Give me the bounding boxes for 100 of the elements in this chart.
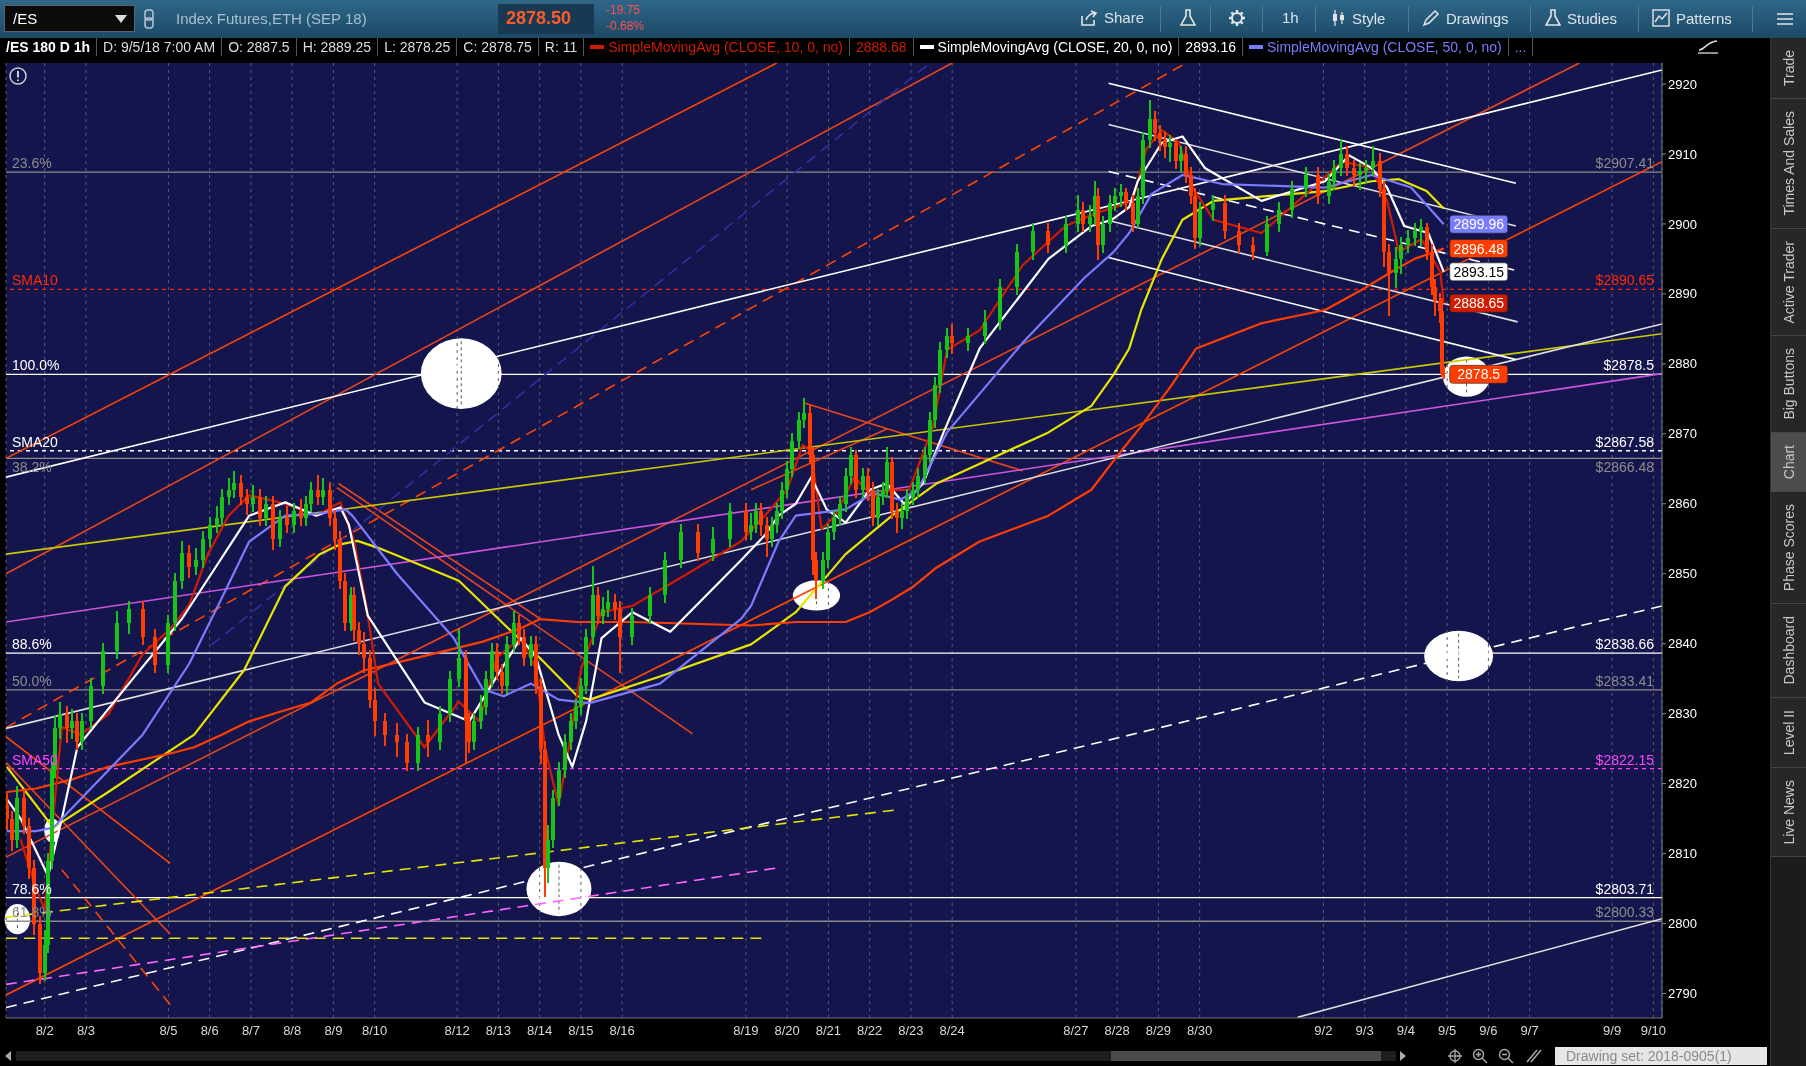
annotation: 100.0% (12, 357, 60, 374)
text: 2878.50 (506, 8, 572, 29)
data-label: 2896.48 (1453, 240, 1505, 257)
data-label: 2893.15 (1453, 263, 1505, 280)
text: O: 2887.5 (222, 38, 297, 56)
text: /ES 180 D 1h (0, 38, 98, 56)
y-tick-label: 2910 (1668, 146, 1697, 162)
x-tick-label: 8/13 (485, 1023, 512, 1039)
text: 2878.5 (1457, 366, 1501, 383)
text: Patterns (1676, 9, 1732, 27)
text: Drawing set: 2018-0905(1) (1566, 1048, 1732, 1064)
x-tick-label: 9/4 (1396, 1023, 1415, 1039)
text: Trade (1781, 50, 1797, 87)
text: -0.68% (606, 19, 645, 33)
text: H: 2889.25 (296, 38, 379, 56)
text: Level II (1781, 709, 1797, 755)
text: L: 2878.25 (378, 38, 458, 56)
legend-label: SimpleMovingAvg (CLOSE, 20, 0, no) (937, 38, 1173, 56)
text: Dashboard (1781, 616, 1797, 685)
text: 2893.16 (1179, 38, 1243, 56)
text: Times And Sales (1781, 111, 1797, 216)
y-tick-label: 2920 (1668, 76, 1697, 92)
x-tick-label: 8/16 (609, 1023, 635, 1039)
ref-line-label: $2800.33 (1595, 904, 1655, 921)
text: -19.75 (606, 3, 641, 17)
annotation: 88.6% (12, 636, 52, 653)
x-tick-label: 8/14 (527, 1023, 553, 1039)
x-tick-label: 8/19 (733, 1023, 759, 1039)
x-tick-label: 8/28 (1104, 1023, 1130, 1039)
x-tick-label: 8/9 (324, 1023, 343, 1039)
x-tick-label: 8/12 (444, 1023, 470, 1039)
text: Drawings (1446, 9, 1509, 27)
legend-label: SimpleMovingAvg (CLOSE, 50, 0, no) (1266, 38, 1502, 56)
text: C: 2878.75 (457, 38, 539, 56)
x-tick-label: 8/15 (568, 1023, 594, 1039)
y-tick-label: 2890 (1668, 286, 1697, 302)
y-tick-label: 2870 (1668, 426, 1697, 442)
y-tick-label: 2900 (1668, 216, 1697, 232)
x-tick-label: 9/3 (1355, 1023, 1374, 1039)
annotation: SMA10 (12, 272, 59, 289)
text: Big Buttons (1781, 348, 1797, 420)
y-tick-label: 2840 (1668, 636, 1697, 652)
y-tick-label: 2820 (1668, 776, 1697, 792)
ref-line-label: $2838.66 (1595, 636, 1655, 653)
text: D: 9/5/18 7:00 AM (97, 38, 223, 56)
x-tick-label: 8/7 (241, 1023, 260, 1039)
x-tick-label: 8/8 (283, 1023, 302, 1039)
x-tick-label: 9/6 (1479, 1023, 1498, 1039)
x-tick-label: 8/5 (159, 1023, 178, 1039)
x-tick-label: 9/5 (1438, 1023, 1457, 1039)
ref-line-label: $2907.41 (1595, 155, 1655, 172)
x-tick-label: 8/10 (362, 1023, 388, 1039)
text: Active Trader (1781, 240, 1797, 324)
text: /ES (13, 10, 38, 27)
text: Studies (1567, 9, 1618, 27)
text: 1h (1282, 9, 1299, 26)
annotation: 50.0% (12, 672, 52, 689)
data-label: 2888.65 (1453, 295, 1505, 312)
y-tick-label: 2880 (1668, 356, 1697, 372)
ref-line-label: $2878.5 (1603, 357, 1655, 374)
chart-title: Index Futures,ETH (SEP 18) (176, 10, 367, 27)
text: R: 11 (538, 38, 585, 56)
x-tick-label: 8/2 (35, 1023, 54, 1039)
ref-line-label: $2822.15 (1595, 751, 1655, 768)
ref-line-label: $2867.58 (1595, 433, 1655, 450)
x-tick-label: 8/3 (76, 1023, 95, 1039)
x-tick-label: 8/22 (857, 1023, 883, 1039)
x-tick-label: 8/20 (774, 1023, 800, 1039)
annotation: 23.6% (12, 155, 52, 172)
legend-label: SimpleMovingAvg (CLOSE, 10, 0, no) (608, 38, 843, 56)
x-tick-label: 8/27 (1063, 1023, 1089, 1039)
text: Chart (1781, 444, 1797, 479)
y-tick-label: 2800 (1668, 916, 1697, 932)
annotation: 61.8% (12, 904, 52, 921)
x-tick-label: 8/24 (939, 1023, 965, 1039)
data-label: 2899.96 (1453, 216, 1505, 233)
text: 2888.68 (849, 38, 914, 56)
ref-line-label: $2803.71 (1595, 880, 1655, 897)
y-tick-label: 2790 (1668, 986, 1697, 1002)
ref-line-label: $2890.65 (1595, 272, 1655, 289)
x-tick-label: 8/21 (815, 1023, 842, 1039)
ref-line-label: $2866.48 (1595, 459, 1655, 476)
x-tick-label: 8/29 (1145, 1023, 1172, 1039)
x-tick-label: 8/23 (898, 1023, 924, 1039)
x-tick-label: 8/30 (1187, 1023, 1213, 1039)
y-tick-label: 2830 (1668, 706, 1697, 722)
text: Share (1104, 9, 1145, 26)
x-tick-label: 9/2 (1314, 1023, 1333, 1039)
x-tick-label: 9/9 (1603, 1023, 1622, 1039)
text: Live News (1781, 779, 1797, 845)
y-tick-label: 2860 (1668, 496, 1697, 512)
y-tick-label: 2850 (1668, 566, 1697, 582)
x-tick-label: 9/7 (1520, 1023, 1539, 1039)
text: ... (1508, 38, 1534, 56)
x-tick-label: 8/6 (200, 1023, 219, 1039)
text: Style (1352, 9, 1386, 27)
x-tick-label: 9/10 (1640, 1023, 1667, 1039)
y-tick-label: 2810 (1668, 846, 1697, 862)
ref-line-label: $2833.41 (1595, 672, 1655, 689)
text: Phase Scores (1781, 503, 1797, 592)
